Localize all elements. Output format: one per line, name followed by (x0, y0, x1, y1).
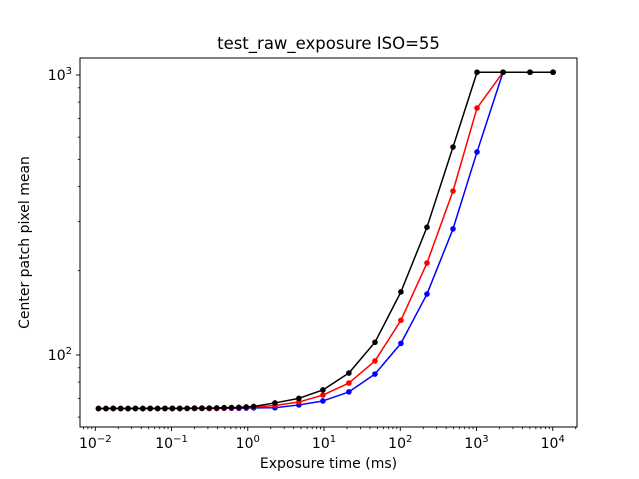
data-point-black (213, 405, 220, 411)
data-point-black (191, 405, 198, 411)
data-point-black (296, 395, 302, 402)
data-point-black (372, 339, 378, 346)
data-point-black (140, 405, 146, 412)
data-point-blue (346, 389, 352, 395)
chart-title: test_raw_exposure ISO=55 (217, 34, 440, 54)
x-tick-label: 102 (388, 434, 412, 452)
data-point-black (272, 400, 278, 406)
x-axis-label: Exposure time (ms) (260, 456, 397, 472)
data-point-red (320, 392, 326, 398)
data-point-black (110, 405, 117, 412)
data-point-blue (372, 371, 378, 377)
data-point-black (162, 405, 168, 412)
data-point-blue (424, 291, 430, 297)
data-point-black (199, 405, 205, 411)
data-point-black (474, 69, 480, 76)
data-point-black (169, 405, 176, 412)
data-point-black (236, 404, 242, 411)
y-tick-label: 102 (48, 346, 72, 364)
series-line-black (98, 71, 554, 410)
plot-area: 10−2 10−1 100 101 102 103 104 102 103 (48, 57, 578, 452)
data-point-red (372, 358, 378, 364)
data-point-black (550, 69, 556, 76)
data-point-black (250, 403, 257, 410)
x-tick-label: 100 (236, 434, 260, 452)
data-point-black (320, 387, 326, 393)
data-point-black (184, 405, 190, 412)
data-point-black (243, 404, 250, 410)
data-point-black (450, 144, 456, 150)
y-axis-label: Center patch pixel mean (17, 156, 33, 329)
data-point-red (398, 317, 404, 324)
data-point-blue (450, 226, 456, 232)
data-point-black (500, 69, 506, 76)
data-point-black (398, 289, 404, 295)
x-tick-label: 101 (312, 434, 336, 452)
data-point-red (424, 260, 430, 266)
data-point-blue (474, 149, 480, 155)
x-tick-label: 104 (541, 434, 565, 452)
data-point-black (154, 405, 161, 412)
series-line-blue (98, 71, 554, 410)
series-line-red (98, 71, 554, 410)
x-tick-label: 103 (464, 434, 488, 452)
x-tick-label: 10−1 (155, 434, 188, 452)
y-tick-label: 103 (48, 66, 72, 84)
data-point-black (228, 404, 235, 411)
data-point-blue (320, 398, 326, 404)
data-point-black (117, 405, 124, 412)
data-point-red (346, 380, 352, 386)
data-point-black (103, 405, 109, 412)
data-point-black (125, 405, 131, 412)
data-point-black (132, 405, 139, 412)
axes-frame (79, 57, 578, 428)
data-point-black (527, 69, 533, 76)
data-point-black (424, 224, 430, 230)
data-point-black (206, 405, 213, 411)
series-blue (95, 69, 556, 412)
data-point-black (176, 405, 183, 412)
x-tick-label: 10−2 (79, 434, 112, 452)
data-point-blue (398, 340, 404, 347)
data-point-black (346, 370, 352, 376)
data-point-black (95, 405, 102, 412)
series-black (95, 69, 556, 412)
data-point-red (450, 188, 456, 194)
data-point-black (147, 405, 153, 412)
data-point-red (474, 105, 480, 111)
data-point-black (221, 404, 227, 411)
